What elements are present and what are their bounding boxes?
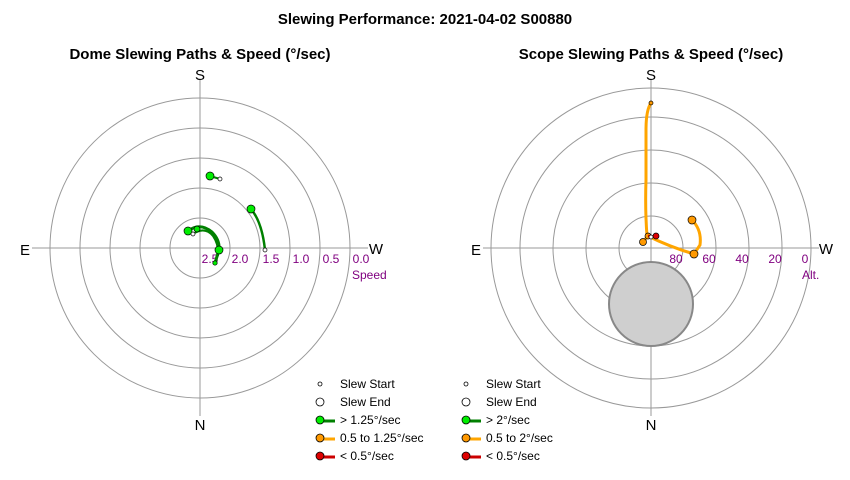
dome-cardinal-n: N [195, 417, 206, 434]
scope-tick-label: 60 [702, 252, 716, 266]
dome-legend-marker [317, 381, 323, 387]
scope-legend-marker [461, 415, 471, 425]
dome-slew-point [183, 226, 193, 236]
scope-tick-labels: 80 60 40 20 0 [669, 252, 808, 266]
dome-slew-path [250, 208, 267, 251]
dome-polar-grid [32, 80, 368, 416]
scope-shaded-region [608, 261, 694, 347]
dome-legend-label: > 1.25°/sec [340, 413, 401, 427]
dome-cardinal-w: W [369, 241, 384, 258]
dome-legend-label: Slew End [340, 395, 391, 409]
scope-legend-label: > 2°/sec [486, 413, 530, 427]
dome-tick-label: 0.0 [353, 252, 370, 266]
dome-legend-label: Slew Start [340, 377, 395, 391]
scope-legend-label: < 0.5°/sec [486, 449, 540, 463]
scope-tick-label: 0 [802, 252, 809, 266]
dome-legend-marker [315, 397, 325, 407]
dome-slew-paths [183, 171, 268, 266]
scope-legend-marker [461, 433, 471, 443]
scope-slew-point [648, 100, 654, 106]
dome-legend-marker [315, 415, 325, 425]
dome-slew-point [193, 225, 201, 233]
dome-slew-point [205, 171, 215, 181]
dome-legend-marker [315, 433, 325, 443]
scope-legend-label: Slew Start [486, 377, 541, 391]
figure-title: Slewing Performance: 2021-04-02 S00880 [278, 11, 572, 28]
scope-legend: Slew Start Slew End > 2°/sec 0.5 to 2°/sec <… [461, 377, 553, 463]
scope-chart-title: Scope Slewing Paths & Speed (°/sec) [519, 46, 783, 63]
scope-cardinal-w: W [819, 241, 834, 258]
scope-slew-path [644, 102, 653, 237]
scope-cardinal-e: E [471, 242, 481, 259]
dome-slew-point [212, 260, 218, 266]
dome-tick-label: 1.5 [263, 252, 280, 266]
scope-legend-marker [463, 381, 469, 387]
scope-slew-point [652, 232, 660, 240]
scope-slew-point [689, 249, 699, 259]
scope-slew-paths [639, 100, 702, 259]
dome-chart-title: Dome Slewing Paths & Speed (°/sec) [69, 46, 330, 63]
scope-slew-point [648, 234, 654, 240]
scope-cardinal-s: S [646, 67, 656, 84]
dome-axis-label: Speed [352, 268, 387, 282]
dome-tick-label: 2.0 [232, 252, 249, 266]
dome-cardinal-e: E [20, 242, 30, 259]
dome-tick-label: 0.5 [323, 252, 340, 266]
dome-slew-point [262, 247, 268, 253]
dome-slew-point [190, 231, 196, 237]
dome-legend: Slew Start Slew End > 1.25°/sec 0.5 to 1.25… [315, 377, 424, 463]
dome-cardinal-s: S [195, 67, 205, 84]
dome-slew-point [214, 245, 224, 255]
scope-polar-grid [483, 80, 819, 416]
dome-slew-point [246, 204, 256, 214]
scope-tick-label: 80 [669, 252, 683, 266]
dome-legend-label: < 0.5°/sec [340, 449, 394, 463]
scope-slew-point [639, 238, 647, 246]
dome-tick-labels: 2.5 2.0 1.5 1.0 0.5 0.0 [202, 252, 370, 266]
scope-cardinal-n: N [646, 417, 657, 434]
dome-tick-label: 1.0 [293, 252, 310, 266]
scope-tick-label: 20 [768, 252, 782, 266]
scope-legend-marker [461, 397, 471, 407]
scope-axis-label: Alt. [802, 268, 819, 282]
dome-legend-label: 0.5 to 1.25°/sec [340, 431, 424, 445]
scope-legend-marker [461, 451, 471, 461]
scope-legend-label: 0.5 to 2°/sec [486, 431, 553, 445]
scope-slew-point [687, 215, 697, 225]
dome-slew-point [217, 176, 223, 182]
scope-tick-label: 40 [735, 252, 749, 266]
scope-legend-label: Slew End [486, 395, 537, 409]
dome-legend-marker [315, 451, 325, 461]
